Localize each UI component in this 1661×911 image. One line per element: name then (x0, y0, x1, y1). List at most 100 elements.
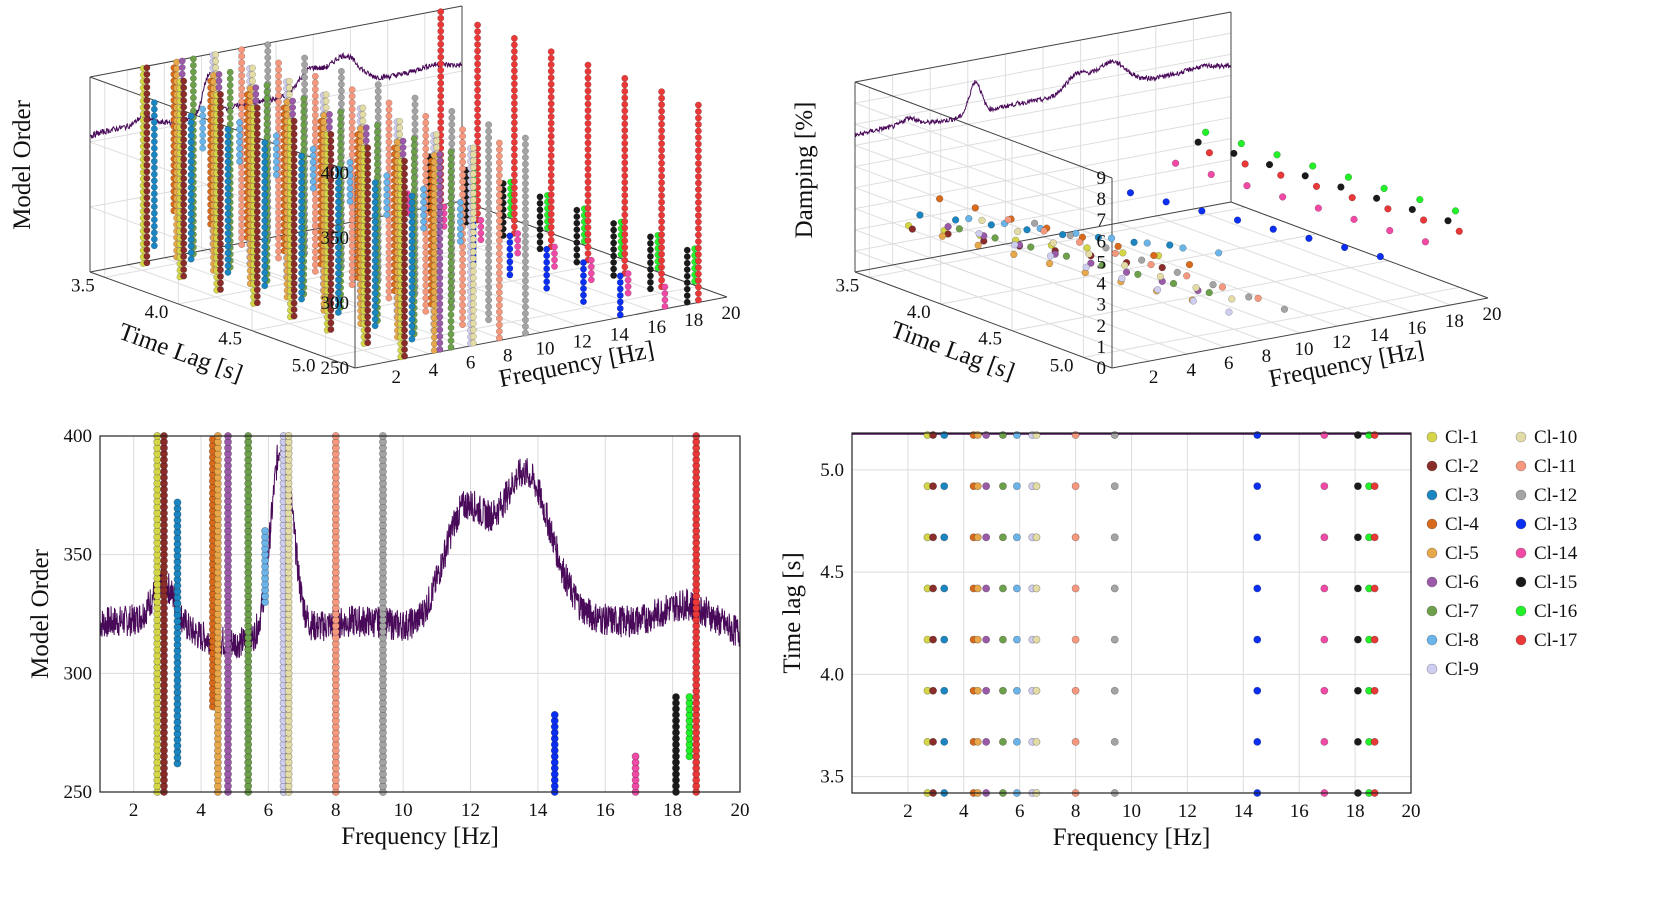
point-cl-3 (261, 223, 269, 231)
point-cl-3 (150, 138, 158, 146)
point-cl-12 (1245, 293, 1253, 301)
point-cl-11 (385, 106, 393, 113)
point-cl-8 (456, 238, 464, 245)
point-cl-2 (290, 215, 298, 223)
point-cl-13 (1253, 533, 1262, 542)
point-cl-11 (348, 261, 356, 269)
y-tick-label: 4.5 (218, 329, 242, 350)
axes-edge (89, 5, 463, 78)
point-cl-10 (469, 170, 477, 178)
point-cl-11 (1071, 533, 1080, 542)
point-cl-17 (694, 101, 702, 109)
point-cl-2 (401, 190, 408, 198)
x-tick-label: 20 (731, 800, 750, 821)
point-cl-17 (694, 127, 702, 135)
point-cl-10 (396, 124, 404, 132)
point-cl-9 (1011, 241, 1019, 249)
legend-marker-cl-16 (1515, 605, 1527, 617)
point-cl-2 (290, 267, 298, 275)
point-cl-11 (422, 138, 430, 146)
point-cl-12 (521, 310, 529, 317)
point-cl-17 (658, 88, 666, 96)
point-cl-13 (580, 285, 587, 293)
point-cl-2 (253, 110, 261, 118)
point-cl-2 (290, 150, 298, 158)
x-tick-label: 18 (1445, 311, 1464, 332)
point-cl-15 (672, 693, 680, 701)
point-cl-8 (309, 145, 317, 153)
point-cl-15 (1444, 217, 1452, 225)
point-cl-7 (447, 317, 455, 325)
point-cl-11 (238, 176, 246, 184)
point-cl-10 (469, 190, 477, 197)
point-cl-17 (584, 198, 592, 205)
point-cl-17 (510, 177, 518, 185)
point-cl-12 (411, 127, 419, 134)
point-cl-10 (469, 333, 477, 340)
point-cl-3 (916, 211, 924, 219)
point-cl-2 (253, 240, 261, 248)
point-cl-17 (547, 236, 555, 244)
point-cl-11 (459, 262, 467, 270)
point-cl-12 (448, 140, 456, 148)
point-cl-11 (275, 98, 282, 106)
point-cl-2 (401, 242, 408, 250)
point-cl-11 (238, 98, 246, 106)
point-cl-12 (411, 94, 419, 102)
point-cl-13 (1376, 252, 1384, 261)
point-cl-10 (285, 90, 293, 98)
point-cl-3 (150, 131, 158, 139)
point-cl-2 (143, 129, 151, 137)
point-cl-4 (1114, 242, 1122, 251)
point-cl-7 (337, 121, 345, 129)
point-cl-12 (485, 303, 493, 311)
point-cl-10 (469, 209, 477, 217)
point-cl-17 (621, 198, 629, 206)
point-cl-3 (224, 223, 232, 231)
point-cl-17 (510, 223, 518, 231)
point-cl-5 (430, 216, 438, 224)
point-cl-2 (401, 326, 408, 334)
point-cl-15 (573, 239, 581, 247)
axes-edge (1230, 201, 1489, 299)
y-tick-label: 4.0 (820, 664, 844, 685)
point-cl-3 (187, 171, 195, 179)
point-cl-11 (348, 248, 356, 256)
point-cl-13 (543, 278, 551, 286)
point-cl-2 (143, 161, 151, 169)
point-cl-8 (236, 132, 243, 139)
point-cl-3 (187, 203, 195, 211)
legend-label-cl-16: Cl-16 (1534, 601, 1577, 622)
point-cl-17 (621, 191, 629, 199)
point-cl-17 (547, 184, 555, 192)
point-cl-11 (238, 195, 246, 203)
point-cl-10 (359, 117, 367, 125)
point-cl-12 (485, 212, 493, 220)
point-cl-8 (309, 171, 317, 179)
point-cl-17 (694, 283, 702, 291)
point-cl-2 (327, 137, 335, 145)
point-cl-8 (346, 191, 354, 199)
point-cl-3 (298, 204, 305, 212)
point-cl-17 (547, 139, 555, 147)
point-cl-3 (408, 218, 416, 226)
point-cl-17 (584, 191, 592, 199)
point-cl-3 (187, 145, 195, 153)
point-cl-6 (325, 110, 333, 118)
y-tick-label: 300 (64, 663, 93, 684)
point-cl-3 (224, 262, 232, 270)
point-cl-2 (180, 123, 188, 131)
point-cl-10 (1032, 635, 1041, 644)
point-cl-14 (551, 256, 558, 264)
point-cl-11 (385, 268, 393, 276)
point-cl-5 (430, 275, 438, 283)
point-cl-2 (401, 320, 408, 328)
point-cl-17 (694, 251, 702, 258)
point-cl-2 (401, 274, 408, 282)
point-cl-15 (610, 259, 618, 266)
point-cl-10 (212, 57, 220, 65)
point-cl-5 (283, 105, 291, 113)
point-cl-13 (1340, 243, 1349, 252)
point-cl-12 (521, 323, 529, 330)
point-cl-12 (1066, 231, 1074, 240)
